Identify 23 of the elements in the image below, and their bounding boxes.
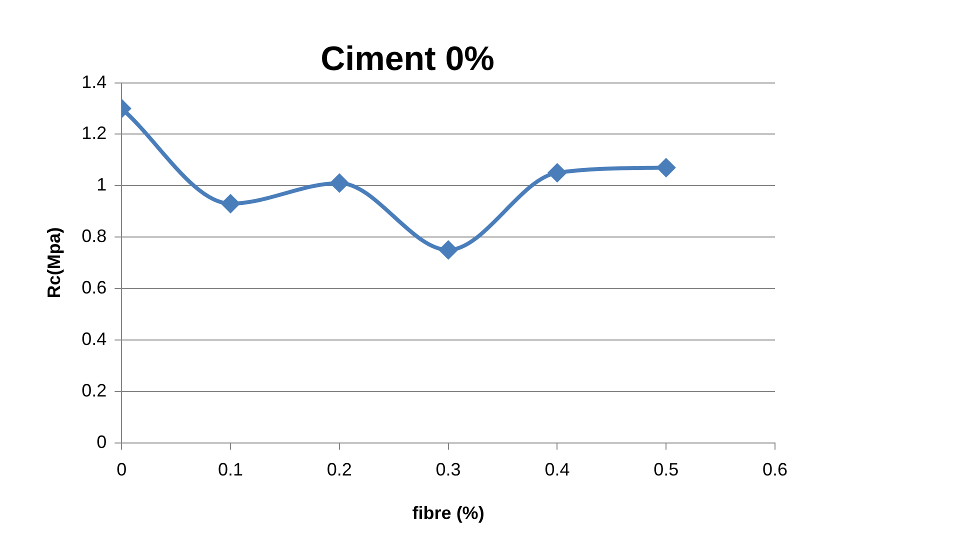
x-tick-label: 0.2: [326, 460, 352, 480]
x-tick-label: 0.6: [762, 460, 788, 480]
y-tick-label: 0.6: [82, 277, 107, 298]
y-tick-label: 1.2: [82, 123, 107, 144]
point: [222, 194, 240, 213]
x-axis-title: fibre (%): [412, 503, 484, 524]
y-tick-label: 0.2: [82, 380, 107, 400]
y-tick-label: 0.8: [82, 226, 107, 246]
y-tick-label: 0: [96, 432, 107, 452]
y-tick-label: 1.4: [82, 72, 107, 92]
x-tick-label: 0.5: [654, 460, 679, 480]
point: [439, 240, 458, 259]
point: [330, 174, 348, 192]
x-tick-label: 0.3: [436, 460, 461, 480]
point: [657, 158, 676, 177]
x-tick-label: 0.1: [218, 460, 244, 480]
y-axis-title: Rc(Mpa): [44, 227, 64, 298]
x-tick-label: 0.4: [544, 460, 570, 480]
chart-title: Ciment 0%: [320, 40, 494, 78]
point: [548, 164, 566, 182]
x-tick-label: 0: [116, 460, 127, 480]
y-tick-label: 1: [96, 174, 107, 195]
y-tick-label: 0.4: [82, 328, 107, 349]
